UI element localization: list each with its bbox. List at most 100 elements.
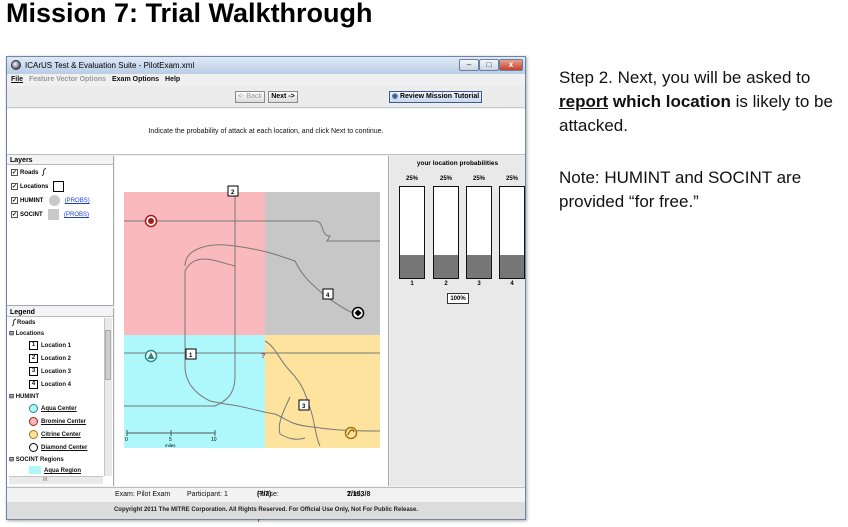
layers-panel: Layers ✓ Roads ✓ Locations ✓ HUMINT (PROBS)… — [7, 156, 114, 306]
legend-bromine-center: Bromine Center — [29, 417, 86, 428]
diamond-center-marker[interactable] — [351, 306, 365, 320]
location-2-icon: 2 — [29, 354, 38, 363]
probability-label-4: 4 — [510, 281, 514, 287]
probability-bar-fill-3[interactable] — [467, 255, 491, 278]
svg-text:4: 4 — [326, 293, 330, 299]
probability-bar-2[interactable] — [433, 186, 459, 279]
next-button[interactable]: Next -> — [268, 91, 298, 103]
legend-roads: Roads — [11, 318, 35, 329]
checkbox-socint[interactable]: ✓ — [11, 211, 18, 218]
probability-panel: your location probabilities 25% 1 25% 2 25% 3… — [390, 156, 525, 486]
menu-feature-vector-options[interactable]: Feature Vector Options — [29, 76, 107, 83]
probability-bar-3[interactable] — [466, 186, 492, 279]
location-1-icon: 1 — [29, 341, 38, 350]
layer-locations-label: Locations — [20, 184, 49, 191]
layer-roads[interactable]: ✓ Roads — [11, 167, 48, 179]
socint-probs-link[interactable]: (PROBS) — [64, 212, 90, 219]
app-icon — [11, 60, 21, 70]
legend-aqua-center: Aqua Center — [29, 404, 77, 415]
legend-location-1: 1 Location 1 — [29, 341, 71, 352]
layers-header: Layers — [7, 156, 113, 165]
location-2-marker[interactable]: 2 — [227, 185, 239, 197]
diamond-center-icon — [29, 443, 38, 452]
status-trial: Trial: 2/15, Part: 3/8 — [347, 491, 375, 511]
map-canvas[interactable]: 0 5 10 miles 2 4 1 3 ? — [115, 156, 389, 486]
step-prefix: Step 2. Next, you will be asked to — [559, 68, 811, 87]
instruction-text: Indicate the probability of attack at ea… — [7, 109, 525, 155]
socint-swatch-icon — [48, 209, 60, 220]
layer-humint-label: HUMINT — [20, 198, 44, 205]
window-title: ICArUS Test & Evaluation Suite - PilotEx… — [25, 61, 195, 70]
probability-bar-fill-2[interactable] — [434, 255, 458, 278]
probability-bar-fill-1[interactable] — [400, 255, 424, 278]
review-tutorial-button[interactable]: ◉ Review Mission Tutorial — [389, 91, 482, 103]
menu-help[interactable]: Help — [165, 76, 181, 83]
legend-panel: Legend Roads ⊟ Locations 1 Location 1 2 Lo… — [7, 308, 114, 486]
humint-probs-link[interactable]: (PROBS) — [64, 198, 90, 205]
window-titlebar[interactable]: ICArUS Test & Evaluation Suite - PilotEx… — [7, 57, 525, 74]
step-bold-phrase: which location — [608, 92, 731, 111]
map-panel[interactable]: 0 5 10 miles 2 4 1 3 ? — [115, 156, 389, 486]
legend-aqua-region: Aqua Region — [29, 466, 81, 477]
layer-socint-label: SOCINT — [20, 212, 43, 219]
road-network — [124, 196, 381, 447]
back-button[interactable]: <- Back — [235, 91, 265, 103]
legend-humint-group[interactable]: ⊟ HUMINT — [9, 394, 40, 400]
bromine-center-icon — [29, 417, 38, 426]
legend-hscroll-grip[interactable]: III — [43, 477, 48, 483]
svg-text:3: 3 — [302, 404, 306, 410]
tutorial-label: Review Mission Tutorial — [399, 93, 480, 100]
toolbar: <- Back Next -> ◉ Review Mission Tutorial — [7, 86, 525, 108]
legend-horizontal-scrollbar[interactable]: III — [9, 476, 103, 484]
checkbox-humint[interactable]: ✓ — [11, 197, 18, 204]
checkbox-roads[interactable]: ✓ — [11, 168, 18, 176]
menu-file[interactable]: File — [11, 76, 24, 83]
legend-location-2: 2 Location 2 — [29, 354, 71, 365]
probability-label-1: 1 — [410, 281, 414, 287]
legend-locations-group[interactable]: ⊟ Locations — [9, 331, 45, 337]
legend-diamond-center: Diamond Center — [29, 443, 87, 454]
probability-bar-4[interactable] — [499, 186, 525, 279]
step-suffix: is likely to be attacked. — [559, 92, 833, 135]
road-swatch-icon — [41, 167, 47, 177]
checkbox-locations[interactable]: ✓ — [11, 183, 18, 190]
location-1-marker[interactable]: 1 — [185, 348, 197, 360]
location-3-marker[interactable]: 3 — [298, 399, 310, 411]
svg-text:1: 1 — [189, 353, 193, 359]
menu-exam-options[interactable]: Exam Options — [112, 76, 160, 83]
minimize-button[interactable]: – — [459, 59, 479, 71]
citrine-center-marker[interactable] — [344, 426, 358, 440]
scale-tick-0: 0 — [125, 437, 128, 443]
probability-label-3: 3 — [477, 281, 481, 287]
legend-scroll-thumb[interactable] — [105, 330, 111, 380]
legend-vertical-scrollbar[interactable] — [104, 318, 112, 476]
close-button[interactable]: x — [499, 59, 523, 71]
bromine-center-marker[interactable] — [144, 214, 158, 228]
location-4-marker[interactable]: 4 — [322, 288, 334, 300]
aqua-region-icon — [29, 466, 41, 475]
legend-road-icon — [11, 318, 17, 327]
layer-humint[interactable]: ✓ HUMINT (PROBS) — [11, 195, 90, 207]
scale-tick-10: 10 — [211, 437, 217, 443]
free-note: Note: HUMINT and SOCINT are provided “fo… — [559, 168, 802, 211]
aqua-center-marker[interactable] — [144, 349, 158, 363]
probability-bar-fill-4[interactable] — [500, 255, 524, 278]
probability-bar-1[interactable] — [399, 186, 425, 279]
legend-citrine-center: Citrine Center — [29, 430, 81, 441]
legend-location-4: 4 Location 4 — [29, 380, 71, 391]
layer-socint[interactable]: ✓ SOCINT (PROBS) — [11, 209, 89, 221]
probability-percent-3: 25% — [472, 176, 485, 182]
status-phase: Phase: Mission 7 (7/7) — [257, 491, 281, 524]
probability-total: 100% — [447, 293, 469, 304]
unknown-marker: ? — [261, 353, 265, 360]
legend-socint-group[interactable]: ⊟ SOCINT Regions — [9, 457, 64, 463]
scale-unit: miles — [165, 443, 176, 448]
layer-locations[interactable]: ✓ Locations — [11, 181, 65, 193]
status-participant: Participant: 1 — [187, 491, 228, 498]
maximize-button[interactable]: □ — [479, 59, 499, 71]
probability-percent-2: 25% — [439, 176, 452, 182]
probability-percent-1: 25% — [405, 176, 418, 182]
app-window: ICArUS Test & Evaluation Suite - PilotEx… — [6, 56, 526, 524]
scale-tick-5: 5 — [169, 437, 172, 443]
step-note: Step 2. Next, you will be asked to repor… — [559, 66, 844, 138]
